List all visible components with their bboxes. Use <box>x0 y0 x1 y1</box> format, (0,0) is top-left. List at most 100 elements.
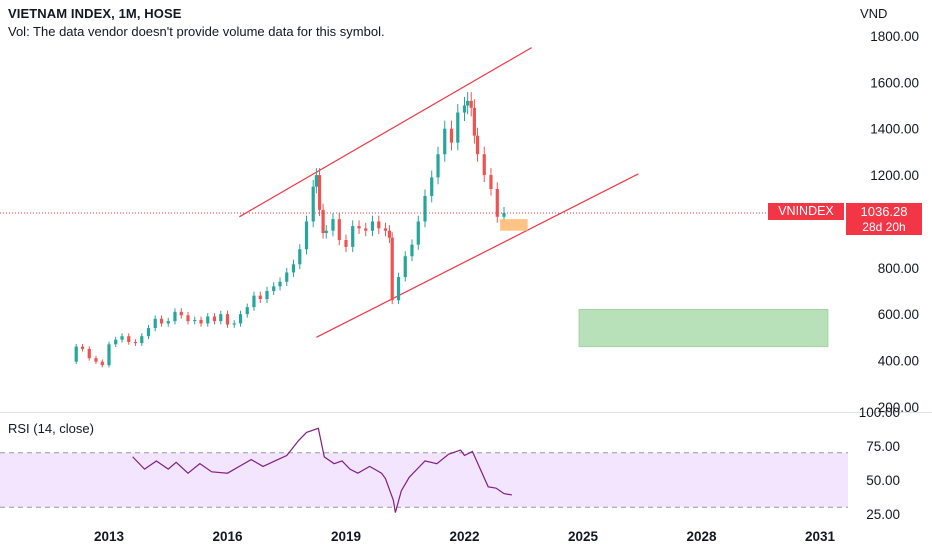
candle-body[interactable] <box>193 319 197 322</box>
price-pane[interactable] <box>0 47 848 368</box>
candle-body[interactable] <box>469 100 473 108</box>
candle-body[interactable] <box>436 154 440 178</box>
candle-body[interactable] <box>291 264 296 273</box>
candle-body[interactable] <box>74 346 78 362</box>
candle-body[interactable] <box>120 336 124 340</box>
candle-body[interactable] <box>153 318 157 329</box>
time-tick-label: 2031 <box>805 529 836 544</box>
candle-body[interactable] <box>298 249 302 265</box>
candle-body[interactable] <box>472 107 476 136</box>
last-price-value: 1036.28 <box>846 203 922 220</box>
price-tick-label: 1600.00 <box>870 75 919 90</box>
candle-body[interactable] <box>403 256 407 278</box>
time-tick-label: 2013 <box>94 529 125 544</box>
symbol-price-tag: VNINDEX <box>768 203 844 220</box>
time-tick-label: 2016 <box>212 529 243 544</box>
candle-body[interactable] <box>311 186 315 222</box>
pivot-box[interactable] <box>500 219 528 231</box>
candle-body[interactable] <box>370 221 375 231</box>
candle-body[interactable] <box>107 344 111 366</box>
candle-body[interactable] <box>272 286 276 291</box>
axes: 1800.00 1600.00 1400.00 1200.00 800.00 600.00… <box>0 29 932 544</box>
candle-body[interactable] <box>344 239 348 247</box>
channel-lower-line[interactable] <box>316 173 639 338</box>
target-zone[interactable] <box>578 309 829 348</box>
candle-body[interactable] <box>489 175 493 189</box>
rsi-line[interactable] <box>132 427 513 513</box>
candle-body[interactable] <box>416 221 420 245</box>
candle-body[interactable] <box>351 226 355 247</box>
price-tick-label: 1800.00 <box>870 29 919 44</box>
rsi-pane[interactable] <box>0 427 848 513</box>
bar-countdown: 28d 20h <box>846 220 922 235</box>
candle-body[interactable] <box>100 361 104 366</box>
candle-body[interactable] <box>364 228 368 231</box>
candle-body[interactable] <box>423 195 427 222</box>
candle-body[interactable] <box>304 221 309 250</box>
candle-body[interactable] <box>466 100 470 106</box>
candle-body[interactable] <box>462 105 467 113</box>
candle-body[interactable] <box>495 188 499 217</box>
candle-body[interactable] <box>238 314 243 324</box>
candle-body[interactable] <box>87 348 91 359</box>
candle-body[interactable] <box>410 244 414 257</box>
rsi-tick-label: 100.00 <box>859 405 900 420</box>
candle-body[interactable] <box>146 328 151 337</box>
candle-body[interactable] <box>265 290 269 300</box>
price-tick-label: 600.00 <box>878 307 919 322</box>
candle-body[interactable] <box>383 228 388 231</box>
candle-body[interactable] <box>390 237 394 301</box>
rsi-indicator-label[interactable]: RSI (14, close) <box>8 421 94 436</box>
candle-body[interactable] <box>331 219 335 231</box>
candle-body[interactable] <box>212 316 217 322</box>
candle-body[interactable] <box>232 323 236 325</box>
candle-body[interactable] <box>245 307 249 315</box>
candle-body[interactable] <box>278 281 282 287</box>
candle-body[interactable] <box>377 221 381 229</box>
candle-body[interactable] <box>199 319 203 324</box>
channel-upper-line[interactable] <box>239 47 532 218</box>
price-tick-label: 200.00 <box>878 400 919 415</box>
candle-body[interactable] <box>324 230 328 234</box>
time-tick-label: 2028 <box>686 529 717 544</box>
rsi-band <box>0 452 848 508</box>
candle-body[interactable] <box>252 295 256 308</box>
candle-body[interactable] <box>387 230 392 238</box>
candle-body[interactable] <box>179 311 183 316</box>
candle-body[interactable] <box>449 128 454 143</box>
candle-body[interactable] <box>127 336 131 342</box>
candle-body[interactable] <box>357 226 361 229</box>
candle-body[interactable] <box>166 321 170 324</box>
volume-note: Vol: The data vendor doesn't provide vol… <box>8 24 385 39</box>
candle-body[interactable] <box>456 112 460 143</box>
candle-body[interactable] <box>173 311 177 322</box>
time-tick-label: 2025 <box>568 529 599 544</box>
candle-body[interactable] <box>430 177 434 196</box>
candle-body[interactable] <box>258 295 262 300</box>
candle-body[interactable] <box>321 209 325 234</box>
candle-body[interactable] <box>502 213 506 217</box>
price-tick-label: 1200.00 <box>870 168 919 183</box>
candle-body[interactable] <box>159 318 164 324</box>
candle-body[interactable] <box>337 219 341 240</box>
candle-body[interactable] <box>225 314 230 325</box>
candle-body[interactable] <box>443 128 447 155</box>
candle-body[interactable] <box>80 346 85 349</box>
candle-body[interactable] <box>94 358 98 362</box>
candle-body[interactable] <box>114 339 118 345</box>
candle-body[interactable] <box>186 315 190 322</box>
candle-body[interactable] <box>140 336 144 344</box>
candle-body[interactable] <box>317 175 322 210</box>
candle-body[interactable] <box>219 314 223 322</box>
candle-body[interactable] <box>475 135 480 155</box>
price-tick-label: 1400.00 <box>870 122 919 137</box>
price-tick-label: 400.00 <box>878 354 919 369</box>
candle-body[interactable] <box>396 277 401 301</box>
candle-body[interactable] <box>314 175 318 187</box>
candle-body[interactable] <box>133 341 138 344</box>
candle-body[interactable] <box>206 316 210 324</box>
candle-body[interactable] <box>285 272 289 282</box>
symbol-title: VIETNAM INDEX, 1M, HOSE <box>8 6 182 21</box>
candle-body[interactable] <box>482 154 486 176</box>
